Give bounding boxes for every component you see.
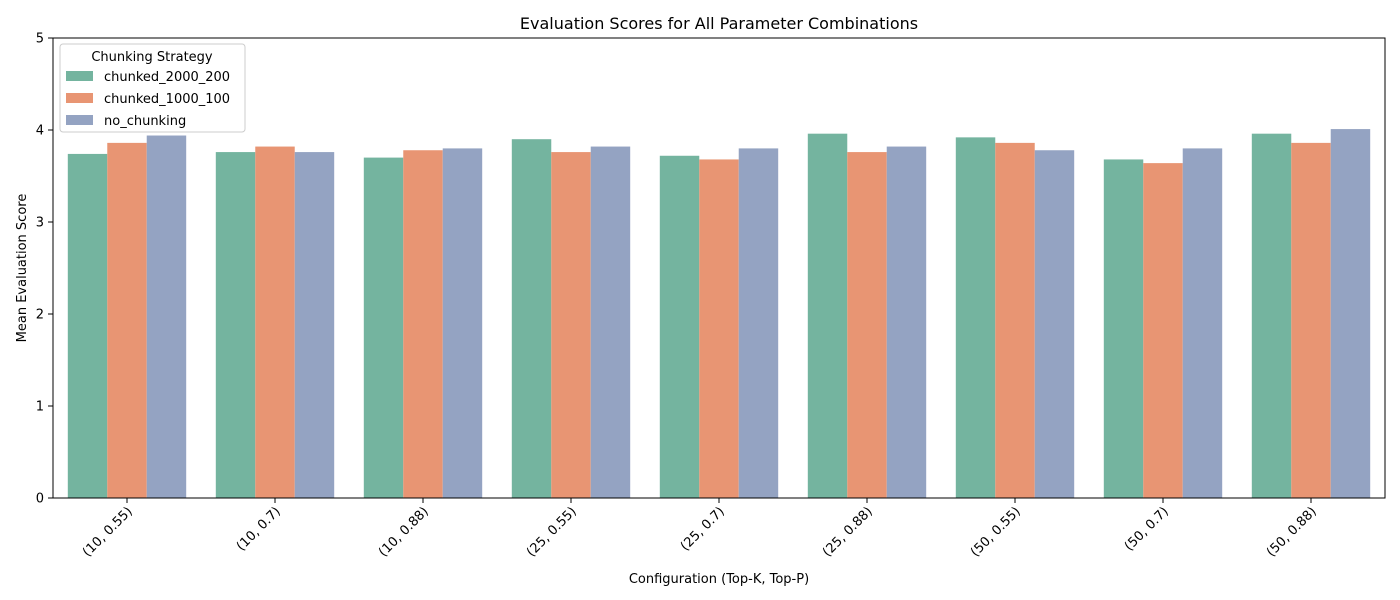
y-tick-label: 1 [36, 400, 44, 415]
x-tick-label: (25, 0.7) [678, 504, 728, 554]
bar-chunked_1000_100-5 [847, 152, 887, 498]
x-tick-label: (50, 0.7) [1122, 504, 1172, 554]
bar-chunked_1000_100-3 [551, 152, 591, 498]
bar-chunked_2000_200-8 [1251, 133, 1292, 498]
y-axis-label: Mean Evaluation Score [15, 194, 30, 343]
bar-no_chunking-1 [294, 152, 335, 498]
bar-chunked_2000_200-0 [67, 153, 108, 499]
legend-swatch-no_chunking [66, 115, 93, 125]
bar-no_chunking-0 [146, 135, 187, 498]
bar-chunked_1000_100-2 [403, 150, 443, 499]
plot-frame [52, 37, 1386, 499]
legend-swatch-chunked_2000_200 [66, 71, 93, 81]
y-tick-label: 3 [36, 216, 44, 231]
bar-no_chunking-2 [442, 148, 483, 498]
bars-group [67, 129, 1371, 499]
y-axis: 0 1 2 3 4 5 [36, 32, 53, 507]
bar-chunked_2000_200-7 [1103, 159, 1144, 498]
x-tick-label: (10, 0.55) [80, 504, 136, 560]
x-tick-label: (50, 0.55) [968, 504, 1024, 560]
bar-chunked_2000_200-5 [807, 133, 848, 498]
x-axis-label: Configuration (Top-K, Top-P) [629, 572, 809, 587]
bar-chunked_2000_200-4 [659, 155, 700, 498]
legend: Chunking Strategy chunked_2000_200chunke… [59, 43, 246, 133]
bar-no_chunking-3 [590, 146, 631, 498]
x-axis: (10, 0.55) (10, 0.7) (10, 0.88) (25, 0.55) (… [80, 498, 1320, 560]
bar-no_chunking-8 [1330, 129, 1371, 498]
legend-label-chunked_1000_100: chunked_1000_100 [104, 92, 230, 107]
chart-title: Evaluation Scores for All Parameter Comb… [520, 14, 918, 33]
bar-chunked_2000_200-6 [955, 137, 996, 499]
bar-chunked_1000_100-6 [995, 142, 1035, 498]
bar-chunked_1000_100-0 [107, 142, 147, 498]
y-tick-label: 5 [36, 32, 44, 47]
bar-chunked_2000_200-3 [511, 139, 552, 498]
x-tick-label: (25, 0.55) [524, 504, 580, 560]
y-tick-label: 2 [36, 308, 44, 323]
legend-swatch-chunked_1000_100 [66, 93, 93, 103]
bar-no_chunking-7 [1182, 148, 1223, 498]
bar-chunked_1000_100-4 [699, 159, 739, 498]
bar-no_chunking-6 [1034, 150, 1075, 499]
bar-chunked_2000_200-2 [363, 157, 404, 498]
legend-label-chunked_2000_200: chunked_2000_200 [104, 70, 230, 85]
bar-chunked_1000_100-1 [255, 146, 295, 498]
legend-box [59, 43, 246, 133]
x-tick-label: (25, 0.88) [820, 504, 876, 560]
bar-no_chunking-4 [738, 148, 779, 498]
y-tick-label: 4 [36, 124, 44, 139]
bar-chunked_1000_100-7 [1143, 163, 1183, 498]
legend-label-no_chunking: no_chunking [104, 114, 186, 129]
bar-chunked_2000_200-1 [215, 152, 256, 498]
bar-no_chunking-5 [886, 146, 927, 498]
legend-title: Chunking Strategy [91, 50, 213, 65]
bar-chunked_1000_100-8 [1291, 142, 1331, 498]
x-tick-label: (10, 0.7) [234, 504, 284, 554]
y-tick-label: 0 [36, 492, 44, 507]
x-tick-label: (50, 0.88) [1264, 504, 1320, 560]
x-tick-label: (10, 0.88) [376, 504, 432, 560]
